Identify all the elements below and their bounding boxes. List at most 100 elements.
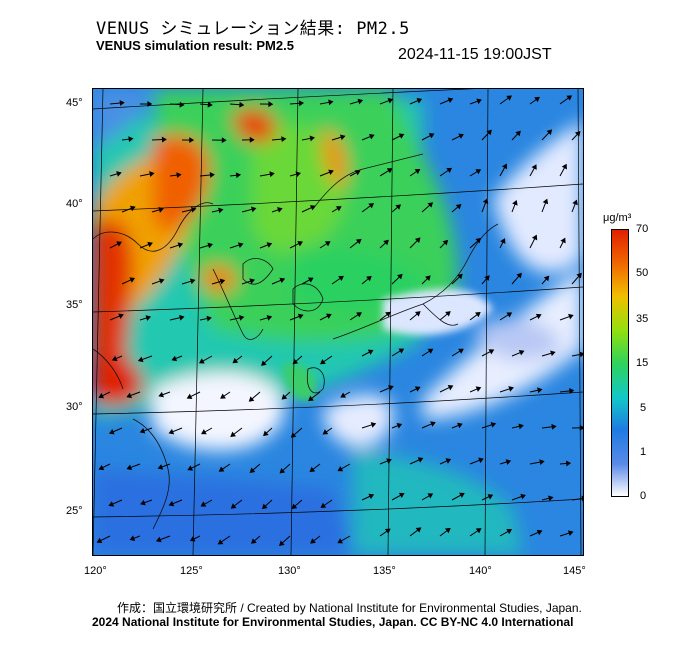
wind-arrow-head (290, 432, 297, 438)
wind-arrow-head (428, 133, 435, 139)
wind-arrow-head (186, 393, 193, 399)
wind-arrow-head (189, 536, 196, 542)
lon-label-125: 125° (180, 565, 203, 577)
wind-arrow-head (158, 391, 164, 398)
wind-arrow-head (398, 348, 405, 354)
colorbar (611, 229, 629, 497)
wind-arrow-head (206, 315, 212, 322)
wind-arrow-head (230, 431, 236, 437)
wind-arrow-head (457, 422, 463, 429)
wind-arrow-head (398, 492, 405, 499)
colorbar-tick-50: 50 (636, 267, 649, 279)
wind-arrow-head (518, 423, 524, 430)
wind-arrow-head (414, 168, 421, 175)
wind-arrow-head (430, 421, 436, 427)
wind-arrow-head (486, 129, 492, 136)
wind-arrow-head (126, 464, 133, 471)
wind-arrow-head (201, 429, 207, 435)
wind-arrow-head (291, 503, 298, 510)
colorbar-tick-5: 5 (640, 402, 647, 414)
wind-arrow-head (567, 530, 574, 536)
wind-arrow-head (445, 527, 451, 534)
wind-arrow-head (370, 422, 377, 428)
wind-arrow-head (386, 168, 393, 174)
wind-arrow-head (455, 204, 462, 210)
wind-arrow-head (328, 169, 334, 176)
wind-arrow-head (548, 495, 554, 502)
wind-arrow-head (579, 424, 583, 431)
wind-arrow-head (126, 392, 132, 399)
wind-arrow-head (261, 360, 267, 366)
pm25-map (92, 88, 584, 556)
wind-arrow-head (129, 205, 136, 212)
wind-arrow-head (230, 503, 237, 509)
wind-arrow-head (108, 429, 115, 435)
wind-arrow-head (386, 458, 392, 464)
wind-arrow-head (207, 101, 213, 108)
wind-arrow-head (297, 313, 304, 320)
wind-arrow-head (397, 273, 403, 280)
wind-arrow-head (250, 206, 257, 213)
wind-vectors (96, 95, 583, 546)
copyright-line: 2024 National Institute for Environmenta… (92, 615, 574, 629)
wind-arrow-head (366, 275, 372, 282)
wind-arrow-head (168, 500, 175, 507)
wind-arrow-head (325, 313, 332, 319)
wind-arrow-head (515, 130, 521, 137)
wind-arrow-head (501, 163, 508, 170)
colorbar-tick-0: 0 (640, 490, 647, 502)
wind-arrow-head (506, 312, 513, 318)
wind-arrow-head (263, 430, 269, 437)
wind-arrow-head (568, 313, 574, 320)
wind-arrow-head (459, 492, 465, 498)
wind-arrow-head (219, 278, 226, 285)
wind-arrow-head (118, 313, 124, 319)
colorbar-unit: μg/m³ (603, 212, 632, 224)
wind-arrow-head (161, 136, 167, 143)
wind-arrow-head (189, 137, 195, 144)
wind-arrow-head (447, 97, 454, 103)
wind-arrow-head (116, 171, 122, 177)
wind-arrow-head (111, 355, 118, 362)
wind-arrow-head (322, 429, 329, 435)
lat-label-40: 40° (66, 198, 83, 210)
lon-label-140: 140° (469, 565, 492, 577)
wind-arrow-head (177, 242, 184, 248)
wind-arrow-head (482, 198, 489, 205)
wind-arrow-head (218, 207, 224, 214)
wind-arrow-head (550, 350, 556, 357)
pm25-map-canvas (93, 89, 583, 555)
wind-arrow-head (309, 466, 316, 473)
wind-arrow-head (149, 171, 155, 177)
wind-arrow-head (249, 467, 256, 473)
wind-arrow-head (220, 393, 226, 399)
wind-arrow-head (427, 202, 434, 208)
wind-arrow-head (572, 199, 578, 206)
wind-arrow-head (500, 238, 506, 244)
timestamp: 2024-11-15 19:00JST (398, 46, 552, 63)
wind-arrow-head (277, 207, 283, 213)
wind-arrow-head (576, 272, 582, 279)
wind-arrow-head (475, 528, 482, 534)
wind-arrow-head (176, 172, 182, 179)
wind-arrow-head (368, 493, 375, 500)
wind-arrow-head (357, 98, 364, 105)
wind-arrow-head (385, 311, 391, 318)
colorbar-tick-1: 1 (640, 446, 647, 458)
title-english: VENUS simulation result: PM2.5 (96, 38, 294, 53)
wind-arrow-head (457, 273, 463, 280)
wind-arrow-head (128, 136, 134, 143)
wind-arrow-head (249, 278, 255, 285)
wind-arrow-head (508, 386, 514, 392)
wind-arrow-head (416, 98, 423, 104)
wind-arrow-head (536, 529, 543, 536)
wind-arrow-head (395, 204, 402, 210)
wind-arrow-head (147, 241, 153, 248)
wind-arrow-head (414, 386, 421, 392)
wind-arrow-head (534, 96, 540, 103)
wind-arrow-head (266, 315, 273, 321)
wind-arrow-head (384, 528, 391, 534)
wind-arrow-head (579, 351, 583, 358)
wind-arrow-head (387, 97, 394, 104)
wind-arrow-head (232, 357, 239, 364)
